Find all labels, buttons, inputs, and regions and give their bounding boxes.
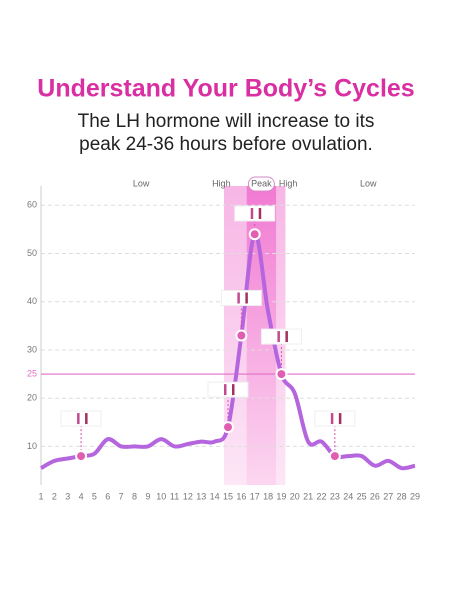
threshold-label: 25 <box>27 368 37 378</box>
x-tick-label: 4 <box>79 491 84 501</box>
strip-line <box>338 413 342 425</box>
phase-label: Peak <box>251 178 272 188</box>
strip-line <box>285 331 288 343</box>
x-tick-label: 25 <box>357 491 367 501</box>
strip-line <box>224 384 227 396</box>
test-strip <box>60 410 102 427</box>
x-tick-label: 18 <box>263 491 273 501</box>
x-tick-label: 16 <box>236 491 246 501</box>
y-tick-label: 20 <box>27 393 37 403</box>
x-tick-label: 13 <box>196 491 206 501</box>
x-tick-label: 22 <box>316 491 326 501</box>
peak-pill <box>247 176 275 192</box>
x-tick-label: 26 <box>370 491 380 501</box>
x-tick-label: 1 <box>38 491 43 501</box>
highlight-point <box>275 368 288 381</box>
x-tick-label: 10 <box>156 491 166 501</box>
test-strip <box>207 381 249 398</box>
x-tick-label: 20 <box>290 491 300 501</box>
x-tick-label: 17 <box>250 491 260 501</box>
highlight-point <box>328 450 341 463</box>
test-strip <box>220 290 262 306</box>
y-tick-label: 30 <box>27 344 37 354</box>
x-tick-label: 27 <box>383 491 393 501</box>
strip-line <box>277 331 280 343</box>
phase-label: Low <box>133 178 150 188</box>
x-tick-label: 14 <box>210 491 220 501</box>
strip-line <box>85 413 88 425</box>
subtitle: peak 24-36 hours before ovulation. <box>79 134 373 155</box>
x-tick-label: 9 <box>145 491 150 501</box>
x-tick-label: 24 <box>343 491 353 501</box>
x-tick-label: 7 <box>119 491 124 501</box>
x-tick-label: 21 <box>303 491 313 501</box>
x-tick-label: 2 <box>52 491 57 501</box>
test-strip <box>260 328 302 345</box>
strip-line <box>232 384 235 396</box>
test-strip <box>314 410 356 427</box>
x-tick-label: 12 <box>183 491 193 501</box>
strip-line <box>245 292 248 304</box>
chart-title: Understand Your Body’s Cycles <box>37 75 414 103</box>
x-tick-label: 5 <box>92 491 97 501</box>
x-tick-label: 15 <box>223 491 233 501</box>
strip-line <box>77 413 80 425</box>
phase-label: High <box>279 178 298 188</box>
x-tick-label: 8 <box>132 491 137 501</box>
line <box>40 232 416 471</box>
highlight-point <box>222 421 234 434</box>
y-tick-label: 10 <box>27 441 37 451</box>
phase-label: Low <box>360 178 377 188</box>
test-strip <box>234 205 276 222</box>
y-tick-label: 60 <box>27 200 37 210</box>
phase-label: High <box>212 178 231 188</box>
y-tick-label: 40 <box>27 296 37 306</box>
x-tick-label: 23 <box>330 491 340 501</box>
x-tick-label: 3 <box>65 491 70 501</box>
strip-line <box>250 208 254 219</box>
x-tick-label: 6 <box>105 491 110 501</box>
strip-line <box>258 208 262 219</box>
highlight-point <box>75 450 88 463</box>
subtitle: The LH hormone will increase to its <box>78 111 375 132</box>
x-tick-label: 11 <box>170 491 179 501</box>
strip-line <box>330 413 334 425</box>
y-tick-label: 50 <box>27 248 37 258</box>
highlight-point <box>235 329 248 342</box>
highlight-point <box>248 228 261 241</box>
x-tick-label: 29 <box>410 491 420 501</box>
x-tick-label: 28 <box>397 491 407 501</box>
strip-line <box>237 292 240 304</box>
x-tick-label: 19 <box>276 491 286 501</box>
